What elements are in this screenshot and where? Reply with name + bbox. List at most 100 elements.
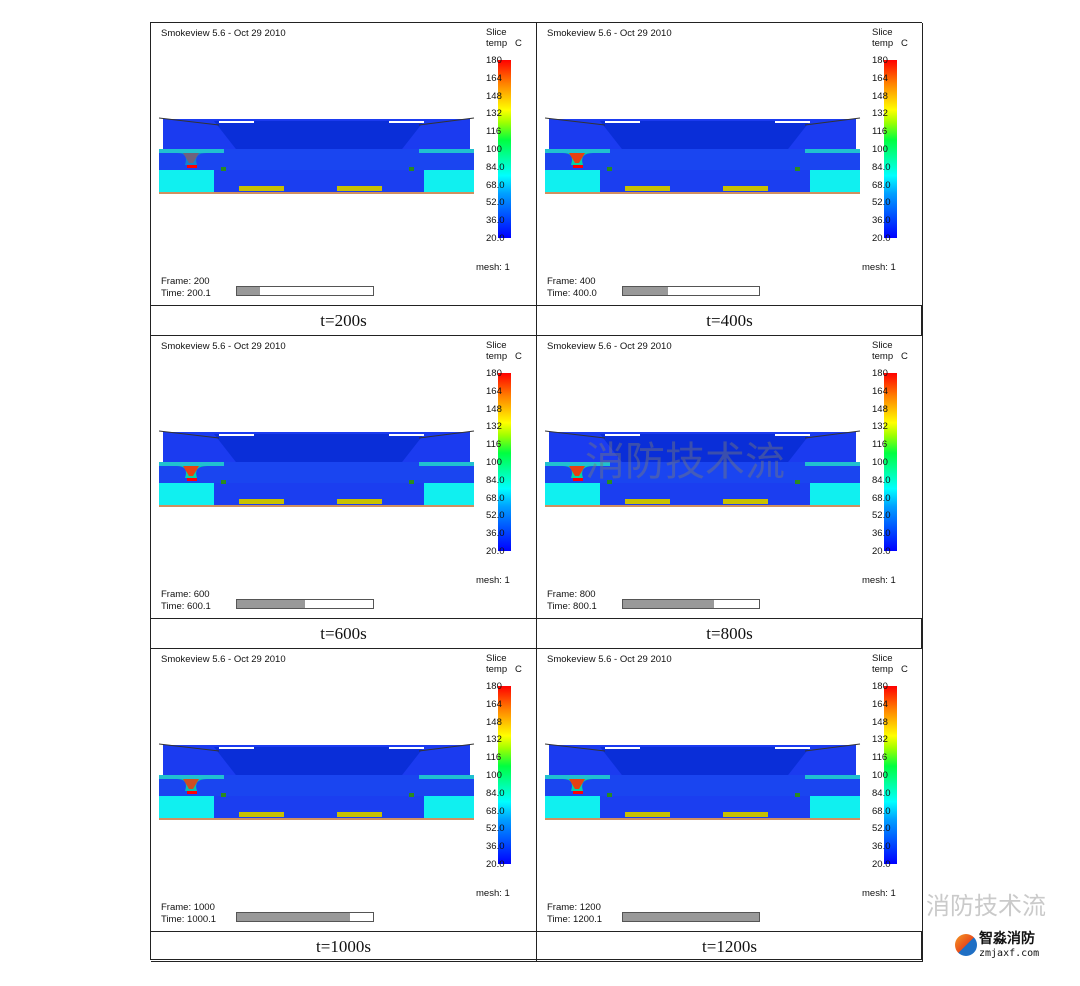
colorbar-tick-label: 164 xyxy=(872,72,888,84)
time-label: Time: 1000.1 xyxy=(161,914,217,925)
frame-label: Frame: 800 xyxy=(547,589,596,600)
colorbar-tick-label: 180 xyxy=(486,681,502,692)
temperature-slice-render xyxy=(159,117,475,194)
colorbar-tick-label: 20.0 xyxy=(872,546,891,557)
colorbar-tick-label: 116 xyxy=(872,439,888,451)
simulation-grid: Smokeview 5.6 - Oct 29 2010 Slice temp C… xyxy=(150,22,923,962)
watermark: 消防技术流 xyxy=(585,440,785,484)
simulation-cell: Smokeview 5.6 - Oct 29 2010 Slice temp C… xyxy=(151,649,537,962)
colorbar-tick-label: 116 xyxy=(486,126,502,138)
smokeview-panel: Smokeview 5.6 - Oct 29 2010 Slice temp C… xyxy=(537,23,923,306)
time-label: Time: 200.1 xyxy=(161,288,211,299)
simulation-cell: Smokeview 5.6 - Oct 29 2010 Slice temp C… xyxy=(537,336,923,649)
temperature-slice-render xyxy=(159,743,475,820)
colorbar-tick-label: 36.0 xyxy=(872,528,891,540)
legend-quantity: temp xyxy=(486,351,508,362)
colorbar-tick-label: 164 xyxy=(872,698,888,710)
temperature-colorbar xyxy=(498,686,511,864)
colorbar-tick-label: 68.0 xyxy=(486,179,505,191)
time-caption: t=600s xyxy=(151,619,537,649)
colorbar-tick-label: 84.0 xyxy=(486,474,505,486)
colorbar-tick-label: 52.0 xyxy=(486,197,505,209)
colorbar-tick-label: 180 xyxy=(872,681,888,692)
colorbar-tick-label: 164 xyxy=(486,385,502,397)
wechat-logo-text: 消防技术流 xyxy=(926,893,1046,920)
colorbar-tick-label: 148 xyxy=(872,716,888,728)
legend-quantity: temp xyxy=(872,351,894,362)
colorbar-tick-label: 52.0 xyxy=(486,823,505,835)
time-progress-fill xyxy=(237,287,260,295)
app-title: Smokeview 5.6 - Oct 29 2010 xyxy=(547,341,672,352)
temperature-colorbar xyxy=(498,373,511,551)
brand-url: zmjaxf.com xyxy=(979,948,1040,959)
simulation-cell: Smokeview 5.6 - Oct 29 2010 Slice temp C… xyxy=(151,23,537,336)
colorbar-tick-label: 132 xyxy=(872,734,888,746)
time-progress-bar xyxy=(622,912,760,922)
colorbar-tick-label: 20.0 xyxy=(486,859,505,870)
colorbar-tick-label: 100 xyxy=(872,770,888,781)
smokeview-panel: Smokeview 5.6 - Oct 29 2010 Slice temp C… xyxy=(537,649,923,932)
colorbar-tick-label: 36.0 xyxy=(486,841,505,853)
legend-title: Slice xyxy=(486,27,507,38)
app-title: Smokeview 5.6 - Oct 29 2010 xyxy=(161,654,286,665)
time-progress-fill xyxy=(237,600,305,608)
time-progress-bar xyxy=(622,599,760,609)
time-progress-fill xyxy=(623,913,759,921)
time-caption: t=200s xyxy=(151,306,537,336)
colorbar-tick-label: 100 xyxy=(872,144,888,155)
temperature-colorbar xyxy=(884,373,897,551)
colorbar-tick-label: 68.0 xyxy=(872,805,891,817)
legend-quantity: temp xyxy=(486,664,508,675)
colorbar-tick-label: 180 xyxy=(486,368,502,379)
colorbar-tick-label: 148 xyxy=(486,403,502,415)
frame-label: Frame: 400 xyxy=(547,276,596,287)
smokeview-panel: Smokeview 5.6 - Oct 29 2010 Slice temp C… xyxy=(537,336,923,619)
legend-unit: C xyxy=(901,351,908,362)
brand-name: 智淼消防 xyxy=(979,930,1035,946)
legend-quantity: temp xyxy=(872,38,894,49)
time-progress-bar xyxy=(236,912,374,922)
colorbar-tick-label: 180 xyxy=(872,55,888,66)
temperature-slice-render xyxy=(545,117,861,194)
smokeview-panel: Smokeview 5.6 - Oct 29 2010 Slice temp C… xyxy=(151,336,537,619)
legend-title: Slice xyxy=(872,653,893,664)
legend-title: Slice xyxy=(486,340,507,351)
frame-label: Frame: 1200 xyxy=(547,902,601,913)
temperature-slice-render xyxy=(545,743,861,820)
colorbar-tick-label: 52.0 xyxy=(872,823,891,835)
colorbar-tick-label: 36.0 xyxy=(872,215,891,227)
time-progress-fill xyxy=(237,913,351,921)
simulation-cell: Smokeview 5.6 - Oct 29 2010 Slice temp C… xyxy=(537,23,923,336)
colorbar-tick-label: 148 xyxy=(872,403,888,415)
temperature-slice-render xyxy=(545,430,861,507)
colorbar-tick-label: 20.0 xyxy=(872,233,891,244)
legend-unit: C xyxy=(901,38,908,49)
colorbar-tick-label: 116 xyxy=(872,126,888,138)
colorbar-tick-label: 180 xyxy=(872,368,888,379)
time-progress-bar xyxy=(622,286,760,296)
colorbar-tick-label: 148 xyxy=(486,90,502,102)
colorbar-tick-label: 148 xyxy=(872,90,888,102)
colorbar-tick-label: 84.0 xyxy=(872,787,891,799)
colorbar-tick-label: 132 xyxy=(872,108,888,120)
colorbar-tick-label: 116 xyxy=(486,439,502,451)
frame-label: Frame: 1000 xyxy=(161,902,215,913)
time-progress-fill xyxy=(623,600,714,608)
colorbar-tick-label: 116 xyxy=(486,752,502,764)
time-caption: t=800s xyxy=(537,619,923,649)
mesh-label: mesh: 1 xyxy=(476,575,510,586)
legend-title: Slice xyxy=(486,653,507,664)
time-label: Time: 1200.1 xyxy=(547,914,603,925)
legend-title: Slice xyxy=(872,27,893,38)
colorbar-tick-label: 132 xyxy=(872,421,888,433)
app-title: Smokeview 5.6 - Oct 29 2010 xyxy=(161,341,286,352)
legend-unit: C xyxy=(901,664,908,675)
colorbar-tick-label: 116 xyxy=(872,752,888,764)
mesh-label: mesh: 1 xyxy=(862,888,896,899)
colorbar-tick-label: 68.0 xyxy=(486,492,505,504)
colorbar-tick-label: 164 xyxy=(872,385,888,397)
simulation-cell: Smokeview 5.6 - Oct 29 2010 Slice temp C… xyxy=(151,336,537,649)
frame-label: Frame: 600 xyxy=(161,589,210,600)
time-label: Time: 800.1 xyxy=(547,601,597,612)
mesh-label: mesh: 1 xyxy=(862,575,896,586)
